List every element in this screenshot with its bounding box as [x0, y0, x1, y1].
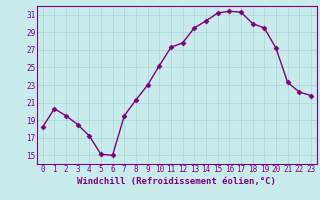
X-axis label: Windchill (Refroidissement éolien,°C): Windchill (Refroidissement éolien,°C) [77, 177, 276, 186]
